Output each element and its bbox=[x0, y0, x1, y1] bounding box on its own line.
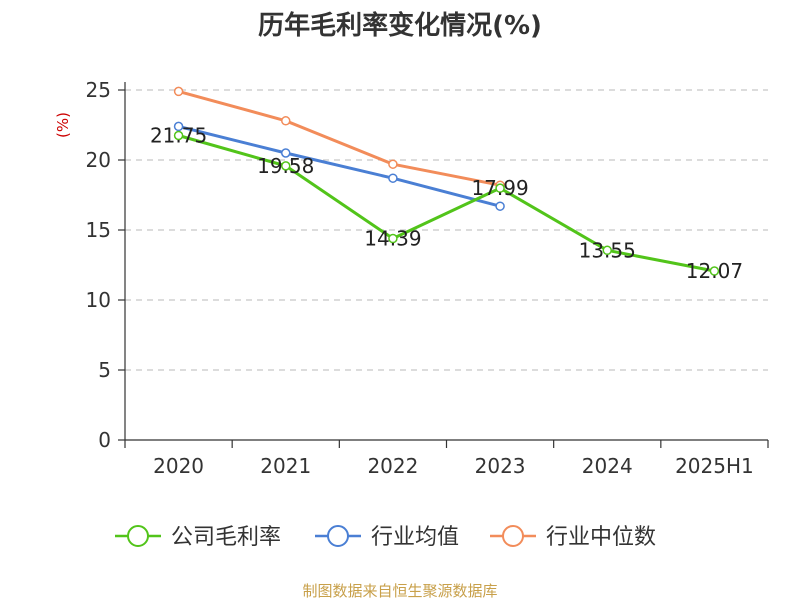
data-point bbox=[173, 130, 184, 141]
chart-title: 历年毛利率变化情况(%) bbox=[258, 10, 542, 41]
x-tick-label: 2023 bbox=[475, 454, 526, 478]
series-line bbox=[177, 124, 502, 208]
data-label: 19.58 bbox=[257, 154, 314, 178]
y-axis-label: (%) bbox=[54, 112, 72, 138]
x-tick-label: 2025H1 bbox=[675, 454, 754, 478]
data-point bbox=[388, 233, 398, 244]
data-point bbox=[602, 245, 612, 256]
series-line bbox=[177, 134, 716, 273]
x-tick-label: 2024 bbox=[582, 454, 633, 478]
legend-marker bbox=[127, 525, 149, 547]
data-label: 12.07 bbox=[686, 259, 743, 283]
legend-label: 公司毛利率 bbox=[171, 525, 281, 550]
legend-label: 行业中位数 bbox=[546, 525, 656, 550]
data-label-layer: 21.75 19.58 14.39 17.99 13.55 12.07 bbox=[150, 124, 743, 284]
legend: 公司毛利率 行业均值 行业中位数 bbox=[115, 525, 656, 550]
legend-marker bbox=[502, 525, 524, 547]
data-point bbox=[281, 148, 291, 158]
y-tick-label: 0 bbox=[98, 428, 111, 452]
legend-item: 行业中位数 bbox=[490, 525, 656, 550]
series-layer bbox=[173, 86, 720, 276]
legend-item: 行业均值 bbox=[315, 525, 459, 550]
series-line bbox=[177, 89, 502, 187]
legend-marker bbox=[327, 525, 349, 547]
data-point bbox=[495, 183, 505, 193]
x-tick-label: 2021 bbox=[260, 454, 311, 478]
data-point bbox=[281, 161, 291, 171]
y-tick-label: 10 bbox=[86, 288, 111, 312]
y-tick-label: 15 bbox=[86, 218, 111, 242]
data-point bbox=[709, 266, 720, 276]
x-tick-label: 2022 bbox=[367, 454, 418, 478]
y-tick-label: 5 bbox=[98, 358, 111, 382]
data-label: 17.99 bbox=[471, 176, 528, 200]
data-label: 14.39 bbox=[364, 227, 421, 251]
data-point bbox=[388, 173, 398, 183]
legend-label: 行业均值 bbox=[371, 525, 459, 550]
x-tick-label: 2020 bbox=[153, 454, 204, 478]
axis-layer: 0 5 10 15 20 25 2020 2021 2022 2023 2024 2025H1 bbox=[86, 78, 769, 478]
data-point bbox=[495, 201, 505, 211]
y-tick-label: 20 bbox=[86, 148, 111, 172]
grid-layer bbox=[125, 89, 768, 371]
data-point bbox=[388, 159, 398, 169]
data-point bbox=[173, 121, 184, 132]
y-tick-label: 25 bbox=[86, 78, 111, 102]
data-point bbox=[173, 86, 184, 97]
source-note: 制图数据来自恒生聚源数据库 bbox=[302, 582, 497, 600]
data-point bbox=[281, 116, 291, 126]
data-label: 21.75 bbox=[150, 124, 207, 148]
data-label: 13.55 bbox=[579, 238, 636, 262]
legend-item: 公司毛利率 bbox=[115, 525, 281, 550]
